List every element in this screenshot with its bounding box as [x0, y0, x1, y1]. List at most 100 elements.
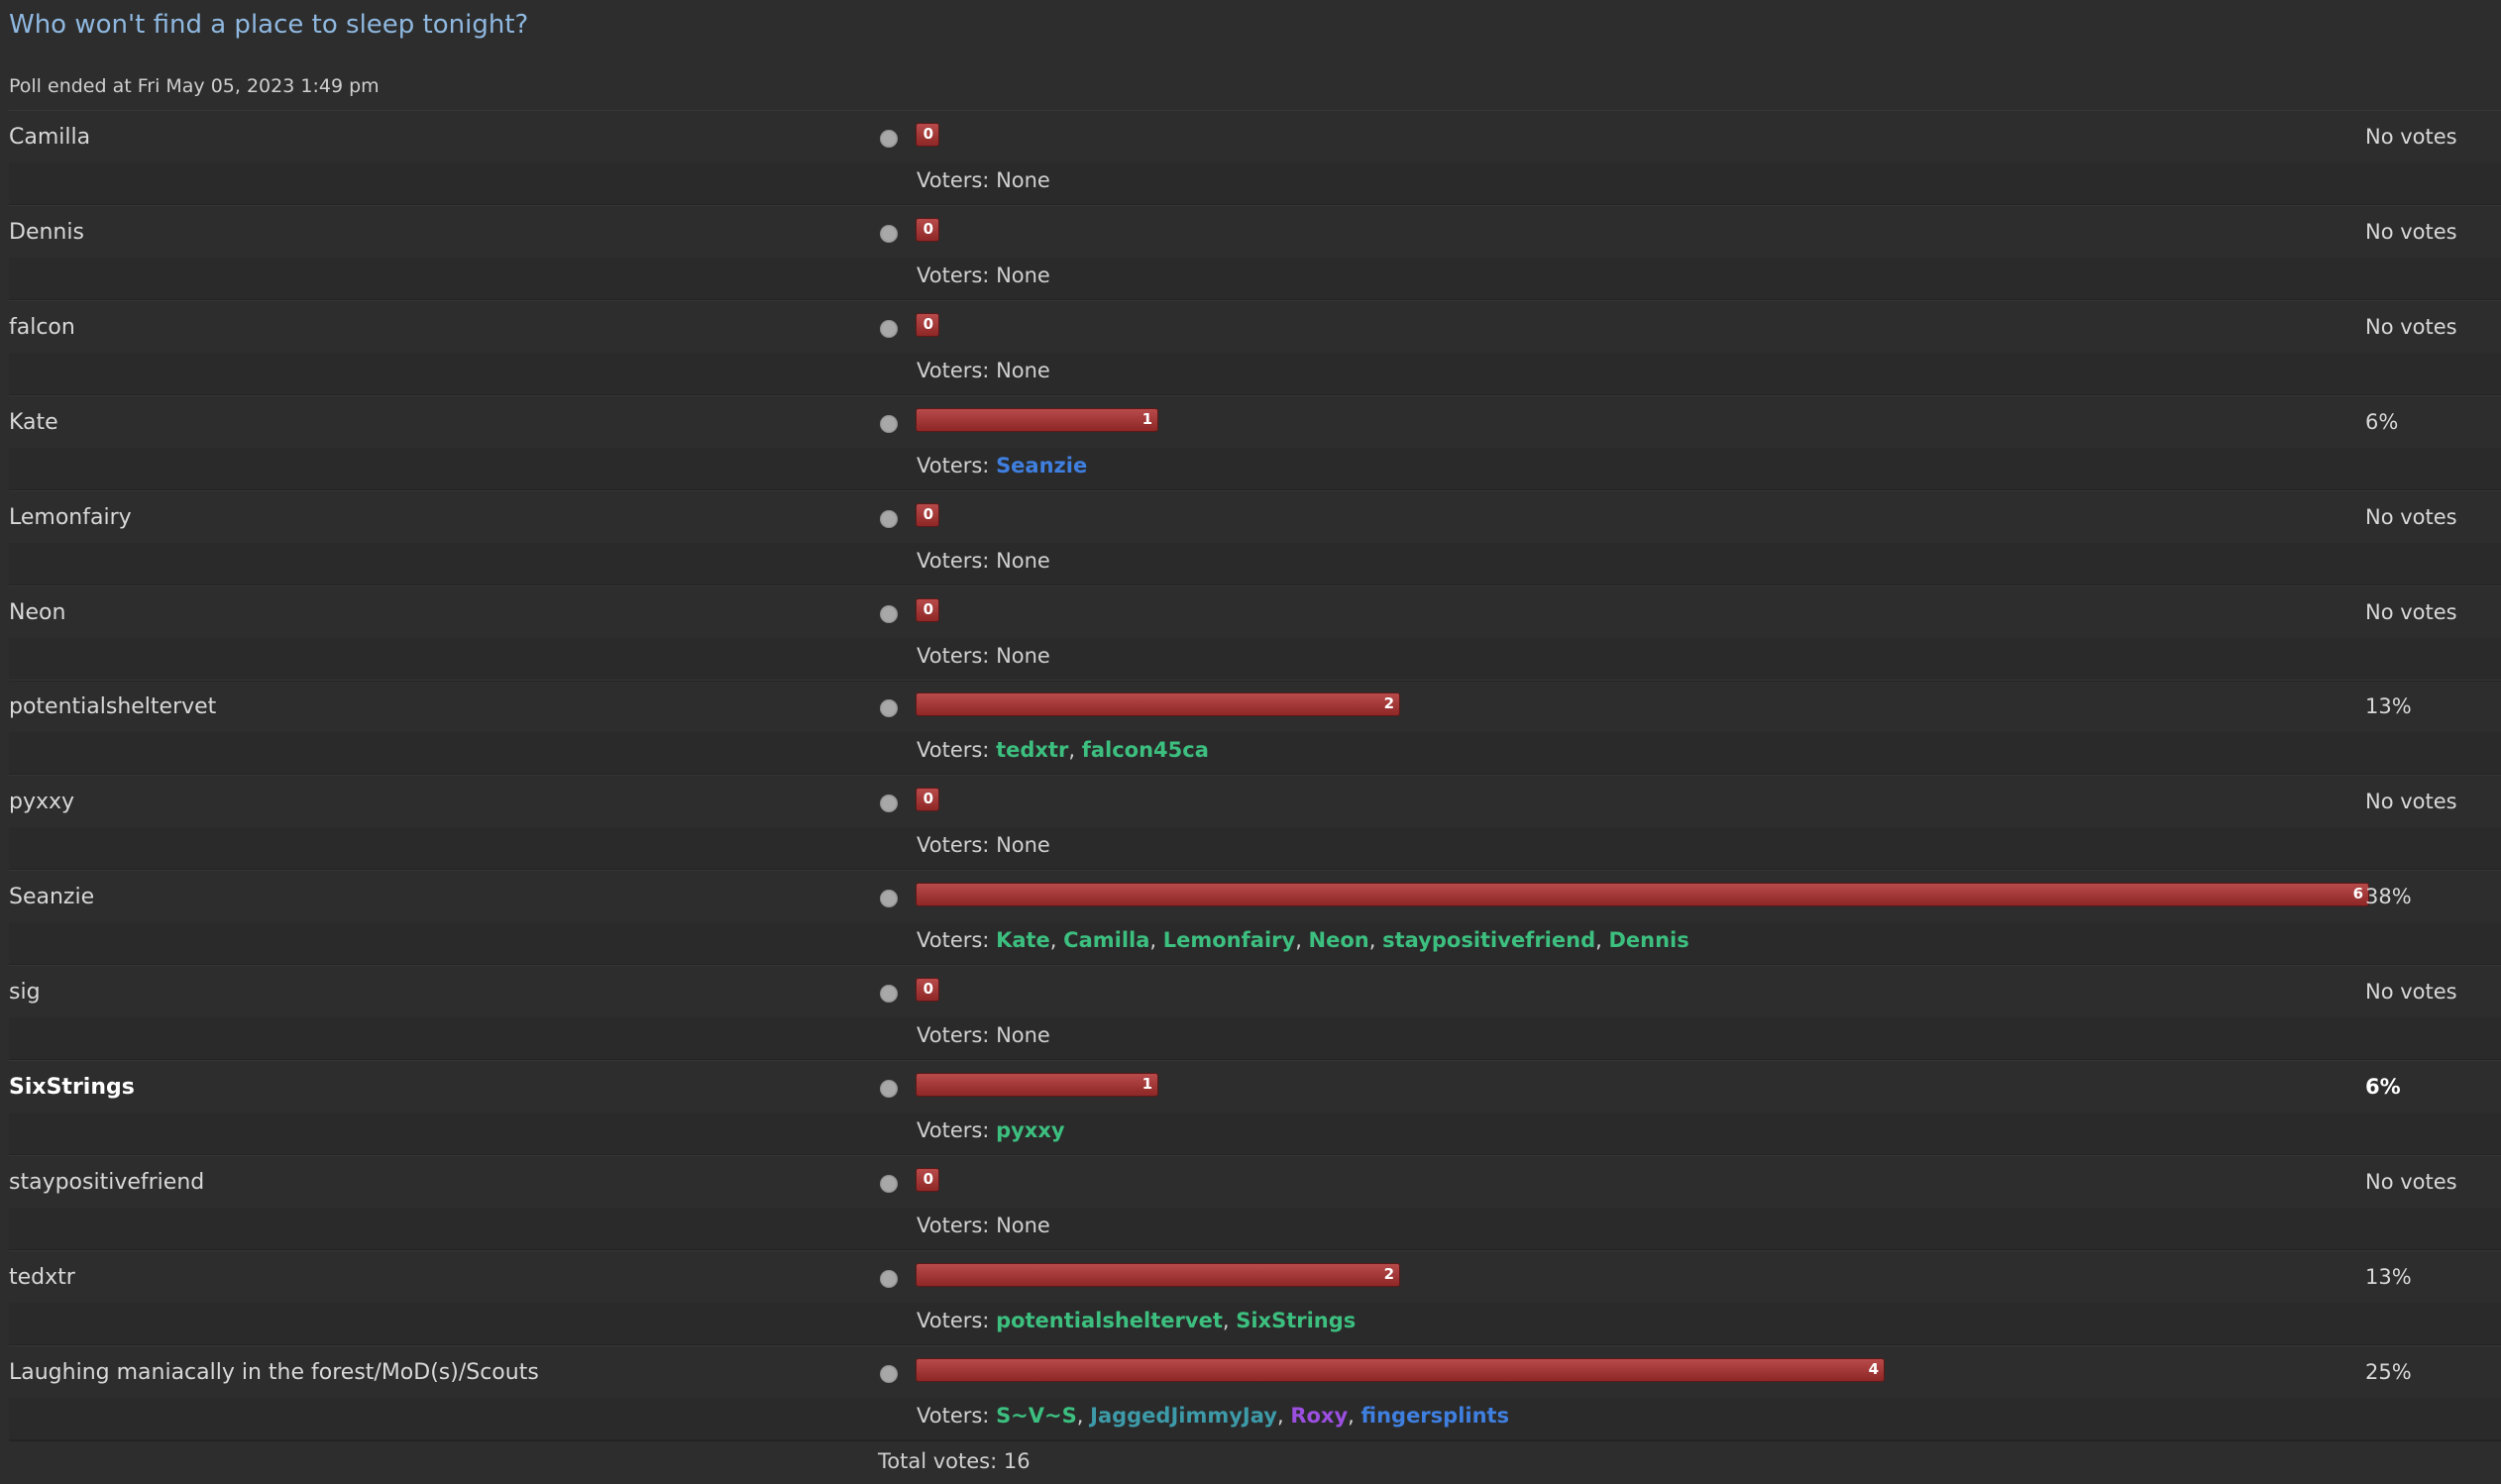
- voter-separator: ,: [1068, 738, 1082, 763]
- poll-option-label: Laughing maniacally in the forest/MoD(s)…: [9, 1359, 539, 1385]
- poll-result-bar: 0: [916, 597, 939, 622]
- poll-voters-row: Voters: S~V~S, JaggedJimmyJay, Roxy, fin…: [9, 1397, 2501, 1441]
- voters-label: Voters:: [917, 643, 997, 668]
- poll-option-row: Dennis 0 No votes: [9, 204, 2501, 259]
- voter-link[interactable]: Kate: [996, 928, 1050, 953]
- poll-voters: Voters: None: [917, 168, 1050, 192]
- poll-result-percent: 25%: [2365, 1359, 2412, 1384]
- poll-result-bar: 4: [916, 1357, 1885, 1382]
- poll-vote-count: 0: [923, 219, 933, 238]
- voter-separator: ,: [1595, 928, 1609, 953]
- poll-result-bar: 1: [916, 1073, 1158, 1097]
- poll-result-bar: 0: [916, 312, 939, 337]
- voter-link[interactable]: Roxy: [1290, 1403, 1349, 1428]
- voter-link[interactable]: fingersplints: [1360, 1403, 1510, 1428]
- voter-link[interactable]: Lemonfairy: [1162, 928, 1296, 953]
- poll-option-radio-icon: [880, 795, 898, 813]
- poll-result-bar: 2: [916, 692, 1400, 717]
- voters-label: Voters:: [917, 263, 997, 287]
- poll-result-percent: No votes: [2365, 790, 2457, 814]
- poll-voters-row: Voters: tedxtr, falcon45ca: [9, 732, 2501, 777]
- voter-link[interactable]: SixStrings: [1236, 1308, 1357, 1332]
- voter-link[interactable]: tedxtr: [996, 738, 1069, 763]
- poll-option: Laughing maniacally in the forest/MoD(s)…: [0, 1344, 2501, 1441]
- poll-voters: Voters: potentialsheltervet, SixStrings: [917, 1309, 1356, 1332]
- poll-option-radio-icon: [880, 890, 898, 908]
- total-votes: Total votes: 16: [878, 1449, 1031, 1473]
- poll-vote-count: 2: [1383, 1264, 1394, 1283]
- voters-none: None: [996, 358, 1050, 382]
- poll-voters-row: Voters: None: [9, 827, 2501, 872]
- poll-option-label: staypositivefriend: [9, 1169, 205, 1195]
- poll-vote-count: 0: [923, 790, 933, 808]
- poll-voters-row: Voters: None: [9, 1017, 2501, 1062]
- poll-vote-count: 0: [923, 504, 933, 523]
- poll-option-label: Dennis: [9, 219, 84, 245]
- poll-voters: Voters: tedxtr, falcon45ca: [917, 738, 1209, 762]
- poll-voters-row: Voters: None: [9, 352, 2501, 396]
- poll-option-label: falcon: [9, 314, 75, 340]
- poll-result-percent: 6%: [2365, 409, 2399, 434]
- poll-option: tedxtr 2 13% Voters: potentialsheltervet, S…: [0, 1249, 2501, 1346]
- voter-separator: ,: [1276, 1403, 1291, 1428]
- poll-voters-row: Voters: None: [9, 162, 2501, 206]
- poll-vote-count: 0: [923, 599, 933, 618]
- poll-option-label: sig: [9, 980, 41, 1006]
- poll-option-radio-icon: [880, 604, 898, 623]
- voter-link[interactable]: potentialsheltervet: [996, 1308, 1223, 1332]
- voter-link[interactable]: Neon: [1308, 928, 1369, 953]
- poll-option: SixStrings 1 6% Voters: pyxxy: [0, 1060, 2501, 1156]
- poll-result-bar: 2: [916, 1262, 1400, 1287]
- poll-option: Lemonfairy 0 No votes Voters: None: [0, 489, 2501, 586]
- poll-vote-count: 0: [923, 125, 933, 143]
- poll-result-bar: 0: [916, 1167, 939, 1192]
- poll-option-row: potentialsheltervet 2 13%: [9, 680, 2501, 734]
- poll-vote-count: 0: [923, 980, 933, 999]
- poll-voters-row: Voters: None: [9, 257, 2501, 301]
- poll-option-radio-icon: [880, 130, 898, 148]
- voter-separator: ,: [1222, 1308, 1237, 1332]
- poll-option-radio-icon: [880, 509, 898, 528]
- poll-option-radio-icon: [880, 1364, 898, 1383]
- voter-link[interactable]: Seanzie: [996, 453, 1088, 477]
- poll-option: potentialsheltervet 2 13% Voters: tedxtr, f…: [0, 680, 2501, 777]
- poll-option-row: Camilla 0 No votes: [9, 110, 2501, 163]
- poll-option-label: SixStrings: [9, 1075, 135, 1100]
- voters-label: Voters:: [917, 548, 997, 573]
- poll-voters-row: Voters: Kate, Camilla, Lemonfairy, Neon,…: [9, 922, 2501, 967]
- poll-option: falcon 0 No votes Voters: None: [0, 299, 2501, 396]
- poll-option-radio-icon: [880, 1269, 898, 1288]
- voter-link[interactable]: pyxxy: [996, 1118, 1065, 1142]
- poll-voters: Voters: None: [917, 1214, 1050, 1237]
- voters-label: Voters:: [917, 1308, 997, 1332]
- voter-link[interactable]: Camilla: [1063, 928, 1150, 953]
- voter-link[interactable]: Dennis: [1608, 928, 1689, 953]
- poll-option-label: Kate: [9, 409, 58, 435]
- poll-voters-row: Voters: pyxxy: [9, 1113, 2501, 1156]
- poll-option: Neon 0 No votes Voters: None: [0, 584, 2501, 682]
- poll-voters: Voters: None: [917, 1023, 1050, 1047]
- voter-link[interactable]: JaggedJimmyJay: [1090, 1403, 1277, 1428]
- poll-result-percent: No votes: [2365, 314, 2457, 339]
- poll-result-percent: No votes: [2365, 1169, 2457, 1194]
- poll-option-row: pyxxy 0 No votes: [9, 775, 2501, 829]
- voters-label: Voters:: [917, 453, 997, 477]
- poll-result-percent: 13%: [2365, 694, 2412, 719]
- voter-link[interactable]: staypositivefriend: [1382, 928, 1596, 953]
- poll-option-row: tedxtr 2 13%: [9, 1249, 2501, 1304]
- voters-label: Voters:: [917, 1118, 997, 1142]
- poll-option-label: potentialsheltervet: [9, 694, 217, 720]
- poll-option: Dennis 0 No votes Voters: None: [0, 204, 2501, 301]
- poll-option-row: Seanzie 6 38%: [9, 870, 2501, 924]
- voter-link[interactable]: falcon45ca: [1081, 738, 1209, 763]
- poll-voters: Voters: None: [917, 549, 1050, 573]
- poll-option-radio-icon: [880, 1174, 898, 1193]
- voters-none: None: [996, 643, 1050, 668]
- poll-option: sig 0 No votes Voters: None: [0, 965, 2501, 1062]
- poll-vote-count: 6: [2352, 885, 2363, 903]
- voters-none: None: [996, 1023, 1050, 1048]
- voters-label: Voters:: [917, 1213, 997, 1237]
- voter-link[interactable]: S~V~S: [996, 1403, 1077, 1428]
- poll-result-bar: 0: [916, 978, 939, 1003]
- poll-voters-row: Voters: None: [9, 1207, 2501, 1251]
